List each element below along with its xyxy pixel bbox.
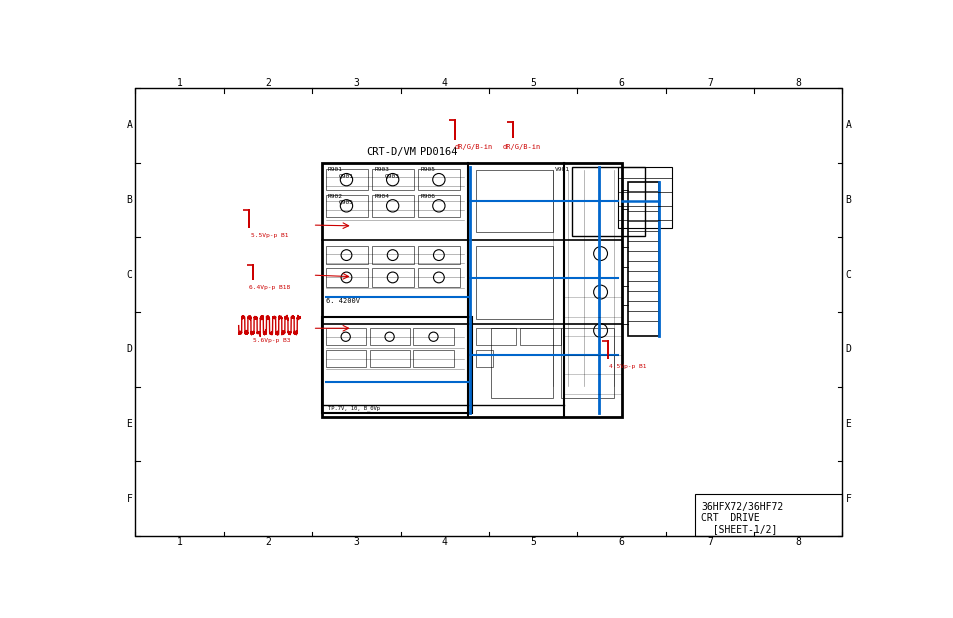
Bar bbox=[560, 328, 614, 397]
Bar bbox=[491, 328, 552, 397]
Bar bbox=[417, 246, 460, 265]
Bar bbox=[476, 171, 552, 232]
Text: CRT  DRIVE: CRT DRIVE bbox=[700, 513, 760, 523]
Bar bbox=[369, 328, 409, 345]
Text: Q901: Q901 bbox=[338, 174, 354, 179]
Text: C: C bbox=[844, 269, 851, 280]
Bar bbox=[476, 350, 493, 366]
Bar bbox=[325, 350, 365, 366]
Bar bbox=[325, 169, 368, 190]
Bar bbox=[417, 195, 460, 217]
Bar bbox=[325, 328, 365, 345]
Text: R905: R905 bbox=[420, 167, 435, 172]
Text: 6: 6 bbox=[618, 78, 624, 88]
Bar bbox=[572, 167, 644, 236]
Bar bbox=[417, 268, 460, 287]
Bar bbox=[372, 246, 414, 265]
Bar bbox=[695, 494, 841, 536]
Bar bbox=[325, 268, 368, 287]
Text: 7: 7 bbox=[706, 537, 712, 548]
Text: 5: 5 bbox=[530, 537, 536, 548]
Bar bbox=[372, 195, 414, 217]
Text: 5: 5 bbox=[530, 78, 536, 88]
Text: PD0164: PD0164 bbox=[420, 147, 457, 158]
Bar bbox=[417, 169, 460, 190]
Text: E: E bbox=[844, 419, 851, 429]
Text: R901: R901 bbox=[328, 167, 343, 172]
Text: R906: R906 bbox=[420, 193, 435, 198]
Text: R903: R903 bbox=[374, 167, 389, 172]
Text: 4: 4 bbox=[441, 78, 447, 88]
Text: 3: 3 bbox=[353, 537, 359, 548]
Text: dR/G/B-in: dR/G/B-in bbox=[502, 144, 540, 150]
Text: R904: R904 bbox=[374, 193, 389, 198]
Text: 1: 1 bbox=[176, 78, 182, 88]
Text: D: D bbox=[844, 344, 851, 355]
Text: 8: 8 bbox=[795, 537, 801, 548]
Bar bbox=[325, 195, 368, 217]
Text: R902: R902 bbox=[328, 193, 343, 198]
Bar bbox=[413, 328, 453, 345]
Bar bbox=[476, 246, 552, 319]
Text: F: F bbox=[126, 494, 132, 504]
Bar bbox=[413, 350, 453, 366]
Text: dR/G/B-in: dR/G/B-in bbox=[454, 144, 492, 150]
Text: D: D bbox=[126, 344, 132, 355]
Text: 2: 2 bbox=[265, 78, 271, 88]
Text: 36HFX72/36HF72: 36HFX72/36HF72 bbox=[700, 502, 782, 512]
Text: 2: 2 bbox=[265, 537, 271, 548]
Bar bbox=[321, 316, 472, 413]
Text: 6: 6 bbox=[618, 537, 624, 548]
Text: 7: 7 bbox=[706, 78, 712, 88]
Text: Q905: Q905 bbox=[338, 200, 354, 205]
Text: B: B bbox=[126, 195, 132, 205]
Text: 3: 3 bbox=[353, 78, 359, 88]
Text: 8: 8 bbox=[795, 78, 801, 88]
Text: C: C bbox=[126, 269, 132, 280]
Text: 1: 1 bbox=[176, 537, 182, 548]
Bar bbox=[369, 350, 409, 366]
Text: 6. 4200V: 6. 4200V bbox=[325, 298, 359, 303]
Bar bbox=[476, 328, 516, 345]
Text: A: A bbox=[844, 121, 851, 130]
Text: 4: 4 bbox=[441, 537, 447, 548]
Text: F: F bbox=[844, 494, 851, 504]
Text: Q903: Q903 bbox=[385, 174, 399, 179]
Text: 5.5Vp-p B1: 5.5Vp-p B1 bbox=[251, 233, 288, 238]
Text: A: A bbox=[126, 121, 132, 130]
Text: 4.5Vp-p B1: 4.5Vp-p B1 bbox=[608, 365, 645, 370]
Text: V901: V901 bbox=[554, 167, 569, 172]
Bar bbox=[372, 169, 414, 190]
Text: 6.4Vp-p B18: 6.4Vp-p B18 bbox=[249, 285, 290, 290]
Bar bbox=[628, 182, 659, 336]
Text: B: B bbox=[844, 195, 851, 205]
Text: 5.6Vp-p B3: 5.6Vp-p B3 bbox=[253, 338, 291, 343]
Bar bbox=[372, 268, 414, 287]
Text: TP.7V, 10, B_0Vp: TP.7V, 10, B_0Vp bbox=[328, 405, 379, 410]
Bar bbox=[618, 167, 672, 228]
Text: [SHEET-1/2]: [SHEET-1/2] bbox=[700, 524, 777, 534]
Bar bbox=[325, 246, 368, 265]
Bar bbox=[321, 163, 621, 417]
Text: CRT-D/VM: CRT-D/VM bbox=[366, 147, 416, 158]
Bar bbox=[520, 328, 560, 345]
Text: E: E bbox=[126, 419, 132, 429]
